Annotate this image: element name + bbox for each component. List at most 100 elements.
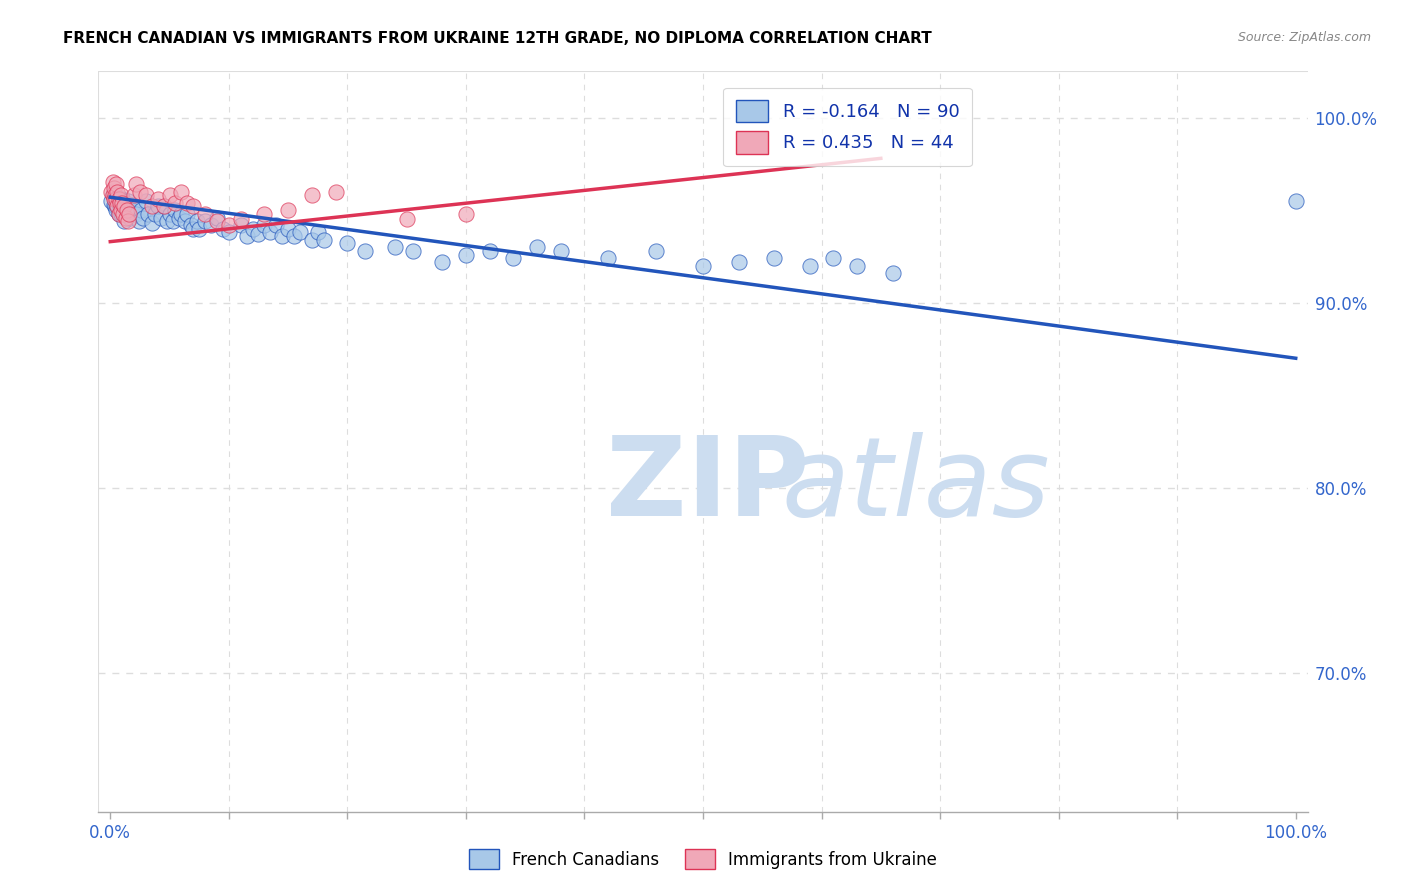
Point	[176, 195, 198, 210]
Point	[763, 252, 786, 266]
Point	[159, 188, 181, 202]
Point	[205, 211, 228, 225]
Point	[181, 221, 204, 235]
Point	[156, 214, 179, 228]
Point	[115, 203, 138, 218]
Point	[146, 192, 169, 206]
Point	[159, 207, 181, 221]
Legend: R = -0.164   N = 90, R = 0.435   N = 44: R = -0.164 N = 90, R = 0.435 N = 44	[723, 87, 972, 166]
Text: Source: ZipAtlas.com: Source: ZipAtlas.com	[1237, 31, 1371, 45]
Point	[170, 207, 193, 221]
Point	[105, 199, 128, 213]
Point	[170, 185, 193, 199]
Point	[104, 188, 127, 202]
Point	[882, 266, 904, 280]
Point	[194, 207, 217, 221]
Point	[103, 181, 125, 195]
Point	[846, 259, 869, 273]
Point	[117, 194, 139, 208]
Point	[454, 207, 477, 221]
Point	[188, 221, 211, 235]
Point	[108, 192, 131, 206]
Point	[598, 252, 620, 266]
Point	[114, 199, 136, 213]
Point	[100, 194, 122, 208]
Point	[253, 218, 276, 232]
Point	[727, 255, 749, 269]
Point	[401, 244, 423, 258]
Point	[307, 226, 329, 240]
Point	[152, 199, 174, 213]
Point	[107, 192, 129, 206]
Point	[212, 221, 235, 235]
Point	[121, 197, 143, 211]
Legend: French Canadians, Immigrants from Ukraine: French Canadians, Immigrants from Ukrain…	[460, 838, 946, 880]
Point	[229, 218, 252, 232]
Point	[105, 192, 128, 206]
Point	[129, 203, 152, 218]
Point	[105, 185, 128, 199]
Point	[264, 218, 287, 232]
Point	[301, 233, 323, 247]
Point	[108, 199, 131, 213]
Point	[125, 178, 148, 192]
Point	[129, 185, 152, 199]
Point	[107, 194, 129, 208]
Point	[235, 229, 257, 244]
Point	[114, 211, 136, 225]
Point	[117, 214, 139, 228]
Point	[105, 194, 128, 208]
Point	[692, 259, 714, 273]
Point	[108, 195, 131, 210]
Point	[105, 178, 128, 192]
Point	[277, 203, 299, 218]
Point	[121, 207, 143, 221]
Point	[205, 214, 228, 228]
Point	[1285, 194, 1308, 208]
Point	[105, 199, 128, 213]
Point	[135, 188, 157, 202]
Point	[259, 226, 281, 240]
Point	[165, 195, 187, 210]
Text: atlas: atlas	[782, 433, 1050, 540]
Point	[218, 218, 240, 232]
Point	[136, 207, 159, 221]
Point	[176, 207, 198, 221]
Point	[118, 203, 141, 218]
Point	[122, 188, 145, 202]
Point	[180, 218, 202, 232]
Point	[101, 188, 124, 202]
Point	[271, 229, 294, 244]
Point	[478, 244, 501, 258]
Point	[132, 211, 155, 225]
Point	[122, 199, 145, 213]
Point	[162, 214, 184, 228]
Point	[312, 233, 335, 247]
Point	[253, 207, 276, 221]
Point	[110, 194, 132, 208]
Point	[194, 214, 217, 228]
Point	[167, 211, 190, 225]
Point	[301, 188, 323, 202]
Point	[107, 207, 129, 221]
Point	[101, 175, 124, 190]
Point	[550, 244, 572, 258]
Point	[104, 199, 127, 213]
Point	[104, 192, 127, 206]
Point	[103, 192, 125, 206]
Point	[384, 240, 406, 254]
Point	[110, 203, 132, 218]
Point	[799, 259, 821, 273]
Point	[502, 252, 524, 266]
Point	[118, 207, 141, 221]
Text: FRENCH CANADIAN VS IMMIGRANTS FROM UKRAINE 12TH GRADE, NO DIPLOMA CORRELATION CH: FRENCH CANADIAN VS IMMIGRANTS FROM UKRAI…	[63, 31, 932, 46]
Point	[110, 188, 132, 202]
Point	[114, 194, 136, 208]
Point	[229, 212, 252, 227]
Point	[120, 211, 142, 225]
Point	[152, 199, 174, 213]
Point	[200, 218, 222, 232]
Point	[288, 226, 311, 240]
Point	[150, 211, 173, 225]
Point	[111, 199, 134, 213]
